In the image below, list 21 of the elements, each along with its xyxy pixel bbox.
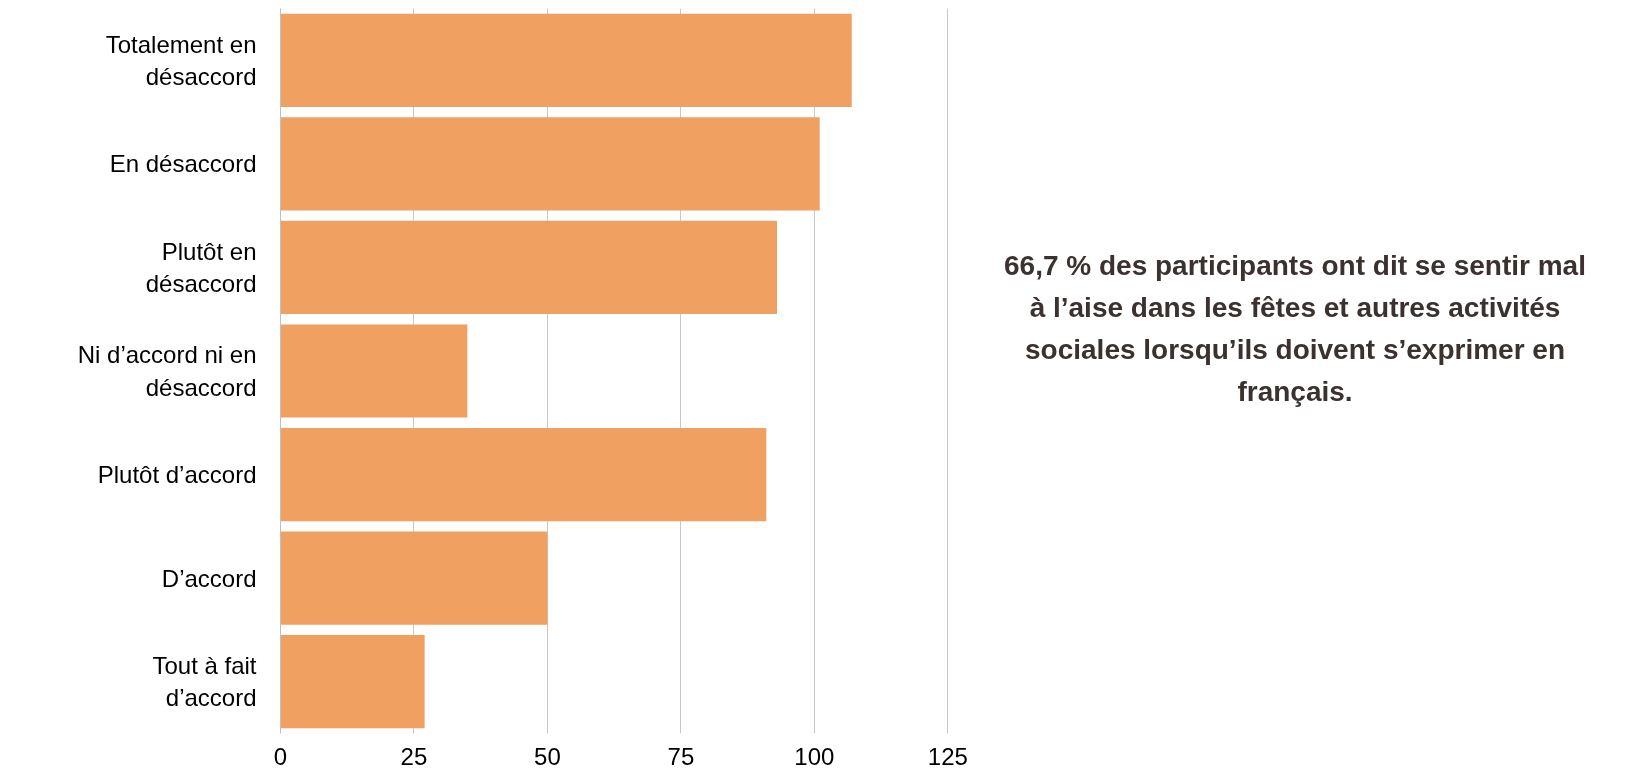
text: 66,7 % des participants ont dit se sentir mal à l’aise dans les fêtes et autres activités sociales lorsqu’ils doivent s’exprimer en français. [1003, 249, 1587, 409]
bar [280, 427, 767, 522]
y-tick-label: Tout à fait d’accord [152, 652, 257, 712]
x-tick-label: 125 [927, 742, 968, 770]
x-tick-label: 50 [534, 742, 561, 770]
x-tick-label: 75 [667, 742, 695, 770]
y-tick-label: D’accord [161, 564, 257, 592]
bar [280, 13, 852, 107]
y-tick-label: Totalement en désaccord [105, 30, 257, 90]
y-tick-label: Plutôt en désaccord [145, 237, 257, 298]
bar [280, 324, 468, 418]
x-tick-label: 25 [400, 742, 428, 770]
bar [280, 117, 820, 211]
y-tick-label: En désaccord [109, 150, 257, 178]
y-tick-label: Plutôt d’accord [97, 461, 257, 489]
x-tick-label: 100 [794, 742, 835, 770]
x-tick-label: 0 [273, 742, 288, 770]
bar [280, 635, 425, 729]
y-tick-label: Ni d’accord ni en désaccord [77, 341, 257, 401]
bar [280, 220, 777, 315]
bar [280, 531, 548, 625]
